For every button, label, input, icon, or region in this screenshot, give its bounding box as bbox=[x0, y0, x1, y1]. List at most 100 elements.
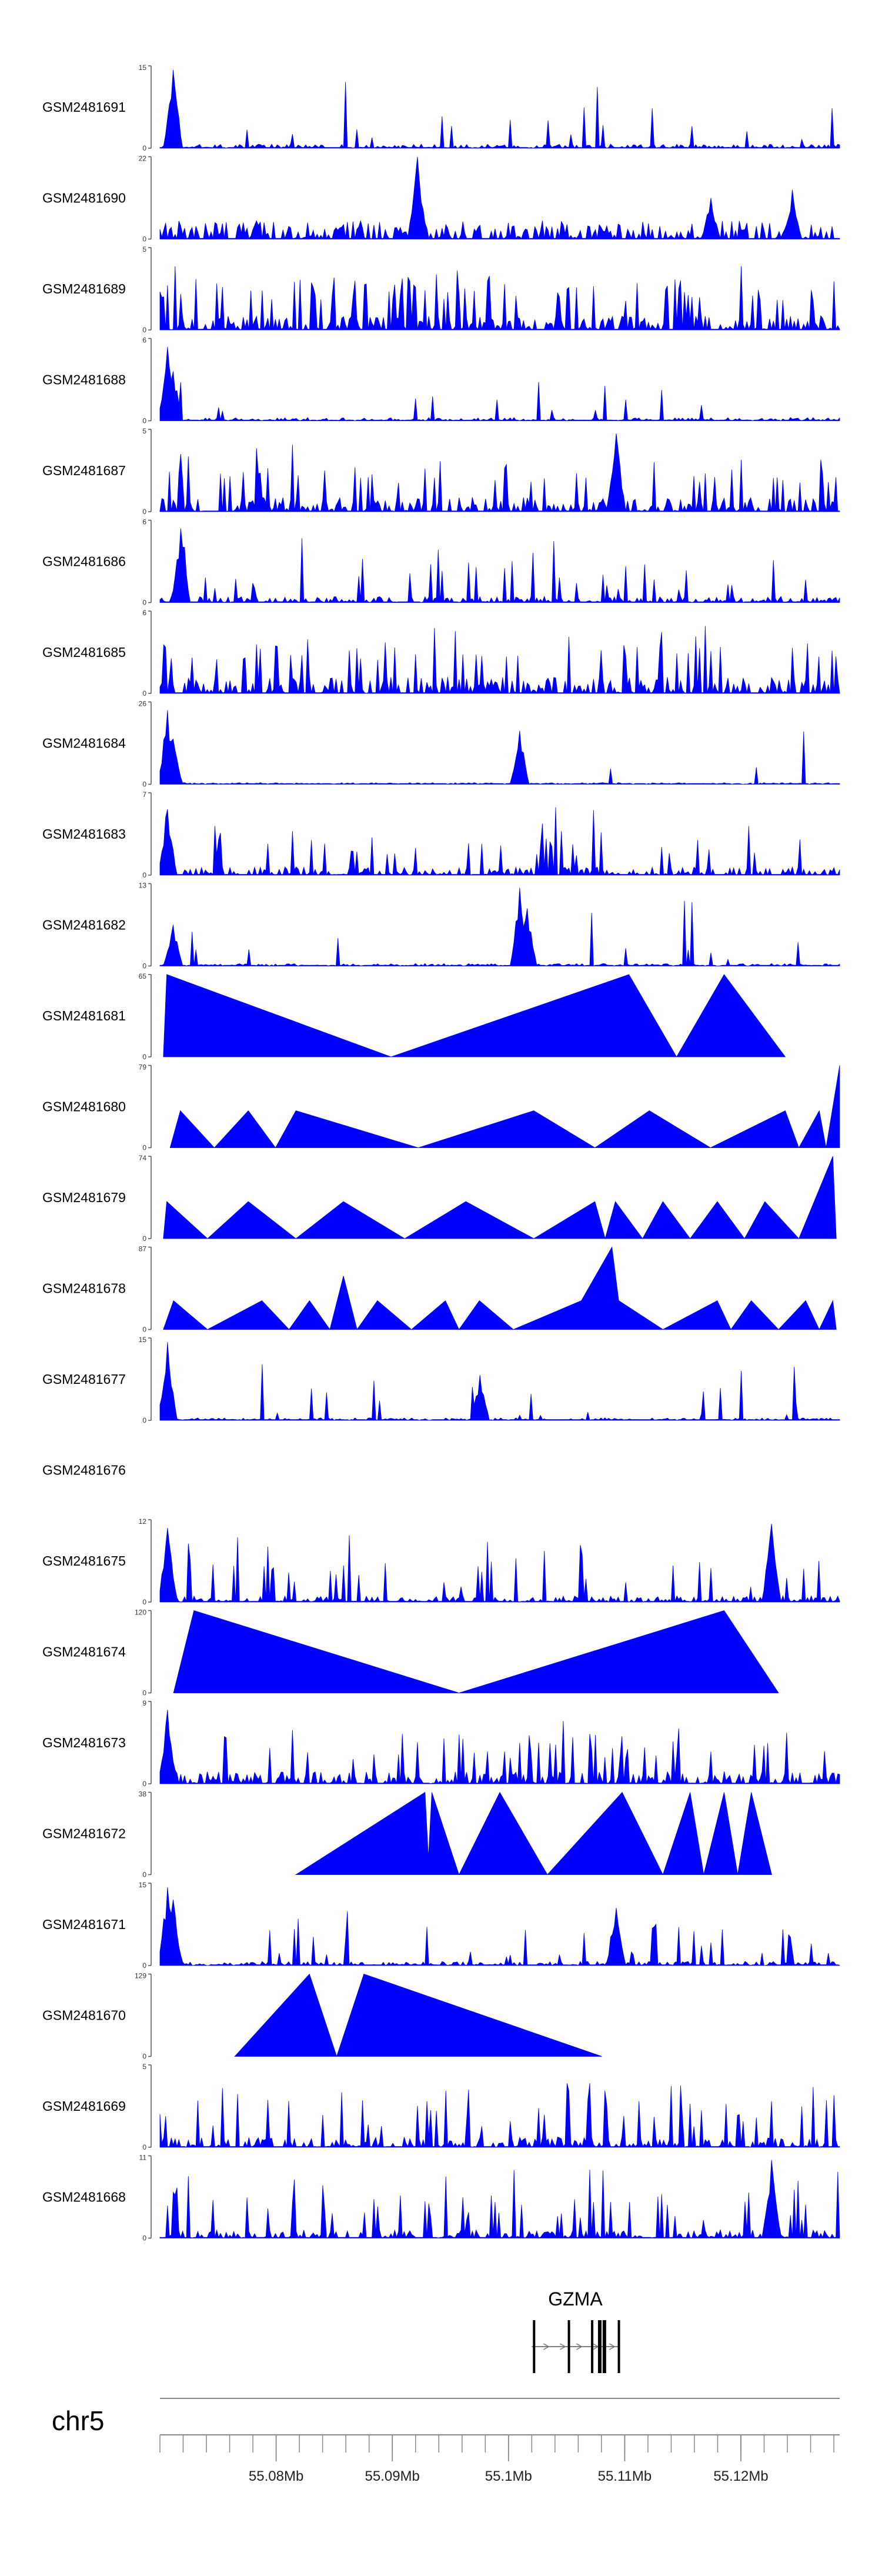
coverage-track: GSM2481674 120 0 bbox=[42, 1609, 779, 1697]
track-label: GSM2481678 bbox=[42, 1281, 126, 1296]
y-min-label: 0 bbox=[142, 2143, 146, 2151]
coverage-area bbox=[159, 807, 840, 876]
coverage-area bbox=[173, 1610, 779, 1693]
track-label: GSM2481671 bbox=[42, 1917, 126, 1932]
coverage-track: GSM2481689 5 0 bbox=[42, 245, 840, 334]
track-label: GSM2481687 bbox=[42, 463, 126, 478]
gene-exon bbox=[597, 2320, 602, 2373]
coverage-track: GSM2481688 6 0 bbox=[42, 336, 840, 425]
y-min-label: 0 bbox=[142, 1961, 146, 1970]
y-max-label: 15 bbox=[139, 1336, 147, 1344]
chromosome-label: chr5 bbox=[52, 2405, 104, 2436]
track-label: GSM2481689 bbox=[42, 281, 126, 296]
y-max-label: 5 bbox=[142, 2063, 146, 2071]
coverage-area bbox=[163, 1246, 837, 1330]
y-min-label: 0 bbox=[142, 1053, 146, 1061]
track-label: GSM2481688 bbox=[42, 372, 126, 388]
track-label: GSM2481680 bbox=[42, 1099, 126, 1115]
track-label: GSM2481676 bbox=[42, 1463, 126, 1478]
x-tick-label: 55.12Mb bbox=[713, 2468, 768, 2484]
coverage-area bbox=[159, 346, 840, 421]
coverage-track: GSM2481681 65 0 bbox=[42, 972, 786, 1061]
coverage-area bbox=[234, 1973, 602, 2057]
y-min-label: 0 bbox=[142, 780, 146, 789]
y-max-label: 26 bbox=[139, 700, 147, 708]
track-label: GSM2481673 bbox=[42, 1735, 126, 1750]
coverage-track: GSM2481691 15 0 bbox=[42, 64, 840, 152]
y-min-label: 0 bbox=[142, 2234, 146, 2243]
track-label: GSM2481690 bbox=[42, 191, 126, 206]
coverage-track: GSM2481676 bbox=[42, 1463, 126, 1478]
y-max-label: 13 bbox=[139, 882, 147, 890]
track-label: GSM2481679 bbox=[42, 1190, 126, 1205]
y-max-label: 9 bbox=[142, 1699, 146, 1707]
coverage-area bbox=[159, 626, 840, 694]
y-max-label: 6 bbox=[142, 609, 146, 617]
coverage-area bbox=[159, 1342, 840, 1421]
coverage-track: GSM2481670 129 0 bbox=[42, 1972, 602, 2061]
coverage-area bbox=[159, 1523, 840, 1603]
y-min-label: 0 bbox=[142, 235, 146, 243]
coverage-area bbox=[159, 266, 840, 331]
y-max-label: 120 bbox=[135, 1609, 146, 1617]
x-tick-label: 55.08Mb bbox=[249, 2468, 303, 2484]
coverage-area bbox=[159, 156, 840, 239]
y-min-label: 0 bbox=[142, 1780, 146, 1788]
y-min-label: 0 bbox=[142, 1871, 146, 1879]
coverage-area bbox=[159, 1709, 840, 1784]
strand-arrow bbox=[543, 2343, 550, 2350]
gene-exon bbox=[617, 2320, 620, 2373]
y-min-label: 0 bbox=[142, 962, 146, 970]
y-min-label: 0 bbox=[142, 1234, 146, 1243]
coverage-track: GSM2481684 26 0 bbox=[42, 700, 840, 789]
coverage-track: GSM2481687 5 0 bbox=[42, 427, 840, 516]
coverage-track: GSM2481669 5 0 bbox=[42, 2063, 840, 2151]
y-min-label: 0 bbox=[142, 1416, 146, 1424]
strand-arrow bbox=[609, 2343, 616, 2350]
track-label: GSM2481668 bbox=[42, 2190, 126, 2205]
y-max-label: 65 bbox=[139, 972, 147, 980]
track-label: GSM2481682 bbox=[42, 917, 126, 933]
coverage-track: GSM2481673 9 0 bbox=[42, 1699, 840, 1788]
track-label: GSM2481681 bbox=[42, 1008, 126, 1023]
y-max-label: 11 bbox=[139, 2154, 147, 2162]
track-label: GSM2481685 bbox=[42, 645, 126, 660]
gene-exon bbox=[567, 2320, 570, 2373]
strand-arrow bbox=[560, 2343, 566, 2350]
y-min-label: 0 bbox=[142, 1144, 146, 1152]
coverage-track: GSM2481668 11 0 bbox=[42, 2154, 840, 2243]
coverage-track: GSM2481677 15 0 bbox=[42, 1336, 840, 1424]
y-max-label: 87 bbox=[139, 1245, 147, 1253]
coverage-track: GSM2481679 74 0 bbox=[42, 1154, 837, 1243]
coverage-area bbox=[159, 2160, 840, 2239]
coverage-area bbox=[159, 433, 840, 512]
track-label: GSM2481675 bbox=[42, 1553, 126, 1569]
y-min-label: 0 bbox=[142, 1326, 146, 1334]
genome-axis-track: chr5 55.08Mb 55.09Mb 55.1Mb 55.11Mb 55.12Mb bbox=[52, 2398, 840, 2484]
y-max-label: 6 bbox=[142, 518, 146, 526]
y-min-label: 0 bbox=[142, 1689, 146, 1697]
coverage-area bbox=[169, 1065, 840, 1149]
y-min-label: 0 bbox=[142, 2053, 146, 2061]
coverage-tracks: GSM2481691150GSM2481690220GSM248168950GS… bbox=[42, 64, 840, 2243]
x-tick-label: 55.09Mb bbox=[365, 2468, 420, 2484]
track-label: GSM2481686 bbox=[42, 554, 126, 569]
track-label: GSM2481691 bbox=[42, 99, 126, 115]
x-tick-label: 55.11Mb bbox=[598, 2468, 652, 2484]
y-min-label: 0 bbox=[142, 326, 146, 334]
coverage-track: GSM2481678 87 0 bbox=[42, 1245, 837, 1334]
y-max-label: 74 bbox=[139, 1154, 147, 1162]
coverage-track: GSM2481686 6 0 bbox=[42, 518, 840, 607]
coverage-area bbox=[159, 2083, 840, 2148]
y-max-label: 15 bbox=[139, 1881, 147, 1889]
track-label: GSM2481670 bbox=[42, 2008, 126, 2023]
coverage-area bbox=[159, 710, 840, 785]
coverage-area bbox=[163, 1156, 837, 1240]
strand-arrow bbox=[576, 2343, 583, 2350]
gene-name: GZMA bbox=[548, 2288, 603, 2310]
gene-exon bbox=[591, 2320, 594, 2373]
track-label: GSM2481674 bbox=[42, 1644, 126, 1660]
y-min-label: 0 bbox=[142, 689, 146, 698]
coverage-track: GSM2481672 38 0 bbox=[42, 1790, 772, 1879]
